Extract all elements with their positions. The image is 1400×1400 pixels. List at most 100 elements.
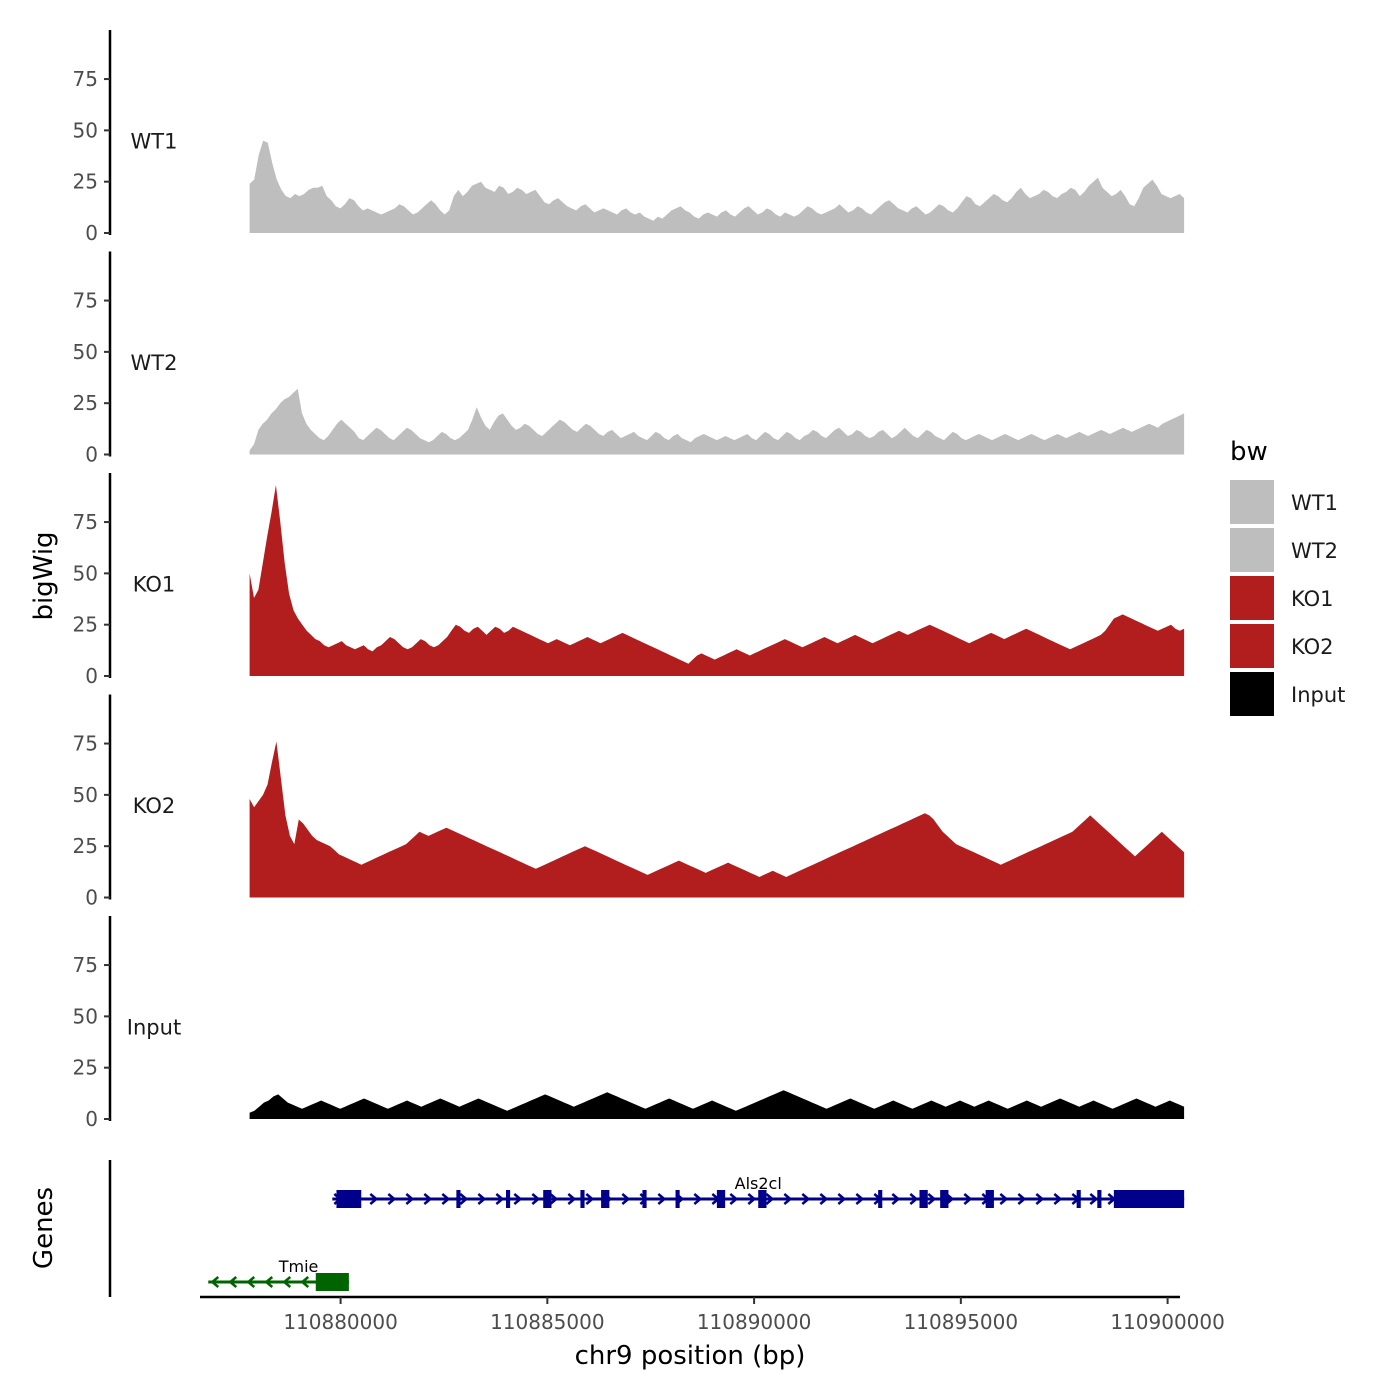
track-label: WT2 bbox=[131, 351, 178, 375]
gene-exon bbox=[1097, 1190, 1102, 1208]
genes-track-title: Genes bbox=[29, 1187, 59, 1269]
gene-exon bbox=[336, 1190, 362, 1208]
strand-arrow-icon bbox=[621, 1193, 631, 1205]
track-label: Input bbox=[127, 1016, 181, 1040]
legend-label-input: Input bbox=[1291, 683, 1345, 707]
strand-arrow-icon bbox=[282, 1276, 292, 1288]
y-tick-label: 75 bbox=[73, 510, 98, 534]
legend-label-wt1: WT1 bbox=[1291, 491, 1338, 515]
y-tick-label: 25 bbox=[73, 613, 98, 637]
strand-arrow-icon bbox=[801, 1193, 811, 1205]
gene-exon bbox=[1076, 1190, 1081, 1208]
x-axis-title: chr9 position (bp) bbox=[575, 1341, 806, 1371]
strand-arrow-icon bbox=[729, 1193, 739, 1205]
coverage-area-wt1 bbox=[249, 140, 1185, 233]
gene-exon bbox=[985, 1190, 994, 1208]
legend-swatch-input bbox=[1230, 672, 1274, 716]
gene-exon bbox=[505, 1190, 511, 1208]
gene-exon bbox=[642, 1190, 647, 1208]
gene-tmie: Tmie bbox=[208, 1257, 349, 1291]
y-tick-label: 25 bbox=[73, 1056, 98, 1080]
legend-label-ko1: KO1 bbox=[1291, 587, 1334, 611]
gene-exon bbox=[758, 1190, 767, 1208]
strand-arrow-icon bbox=[567, 1193, 577, 1205]
y-tick-label: 0 bbox=[85, 1107, 98, 1131]
y-tick-label: 25 bbox=[73, 391, 98, 415]
strand-arrow-icon bbox=[909, 1193, 919, 1205]
x-tick-label: 110885000 bbox=[490, 1310, 605, 1334]
gene-exon bbox=[675, 1190, 680, 1208]
gene-label: Als2cl bbox=[735, 1174, 782, 1193]
x-tick-label: 110900000 bbox=[1110, 1310, 1225, 1334]
gene-exon bbox=[878, 1190, 883, 1208]
coverage-area-ko2 bbox=[249, 741, 1185, 898]
legend-swatch-ko2 bbox=[1230, 624, 1274, 668]
strand-arrow-icon bbox=[783, 1193, 793, 1205]
coverage-area-wt2 bbox=[249, 388, 1185, 455]
gene-exon bbox=[601, 1190, 610, 1208]
strand-arrow-icon bbox=[441, 1193, 451, 1205]
gene-exon bbox=[456, 1190, 461, 1208]
gene-exon bbox=[919, 1190, 928, 1208]
strand-arrow-icon bbox=[210, 1276, 220, 1288]
strand-arrow-icon bbox=[387, 1193, 397, 1205]
strand-arrow-icon bbox=[765, 1193, 775, 1205]
x-tick-label: 110890000 bbox=[697, 1310, 812, 1334]
gene-als2cl: Als2cl bbox=[332, 1174, 1185, 1208]
coverage-tracks: 0 25 50 75 WT1 0 25 50 75 WT2 0 25 50 75 KO1 0 25 50 75 KO2… bbox=[73, 30, 1185, 1131]
x-axis: 110880000 110885000 110890000 110895000 1109… bbox=[200, 1295, 1225, 1334]
strand-arrow-icon bbox=[1035, 1193, 1045, 1205]
strand-arrow-icon bbox=[927, 1193, 937, 1205]
track-wt1: 0 25 50 75 WT1 bbox=[73, 30, 1185, 245]
strand-arrow-icon bbox=[531, 1193, 541, 1205]
track-ko2: 0 25 50 75 KO2 bbox=[73, 694, 1185, 910]
strand-arrow-icon bbox=[459, 1193, 469, 1205]
legend-swatch-wt1 bbox=[1230, 480, 1274, 524]
coverage-area-ko1 bbox=[249, 485, 1185, 676]
legend-label-wt2: WT2 bbox=[1291, 539, 1338, 563]
y-tick-label: 75 bbox=[73, 67, 98, 91]
strand-arrow-icon bbox=[264, 1276, 274, 1288]
y-tick-label: 25 bbox=[73, 834, 98, 858]
legend-title: bw bbox=[1230, 437, 1268, 467]
track-label: WT1 bbox=[131, 130, 178, 154]
strand-arrow-icon bbox=[657, 1193, 667, 1205]
strand-arrow-icon bbox=[513, 1193, 523, 1205]
y-tick-label: 0 bbox=[85, 221, 98, 245]
legend-label-ko2: KO2 bbox=[1291, 635, 1334, 659]
strand-arrow-icon bbox=[1053, 1193, 1063, 1205]
gene-exon bbox=[543, 1190, 552, 1208]
track-input: 0 25 50 75 Input bbox=[73, 916, 1185, 1131]
gene-exon bbox=[580, 1190, 585, 1208]
y-tick-label: 0 bbox=[85, 664, 98, 688]
legend-swatch-ko1 bbox=[1230, 576, 1274, 620]
y-tick-label: 50 bbox=[73, 783, 98, 807]
gene-label: Tmie bbox=[278, 1257, 319, 1276]
gene-exon bbox=[940, 1190, 949, 1208]
strand-arrow-icon bbox=[549, 1193, 559, 1205]
gene-exon bbox=[1113, 1190, 1185, 1208]
strand-arrow-icon bbox=[999, 1193, 1009, 1205]
strand-arrow-icon bbox=[477, 1193, 487, 1205]
y-tick-label: 50 bbox=[73, 340, 98, 364]
strand-arrow-icon bbox=[495, 1193, 505, 1205]
y-tick-label: 25 bbox=[73, 170, 98, 194]
track-label: KO2 bbox=[133, 794, 176, 818]
strand-arrow-icon bbox=[423, 1193, 433, 1205]
track-wt2: 0 25 50 75 WT2 bbox=[73, 251, 1185, 467]
strand-arrow-icon bbox=[1089, 1193, 1099, 1205]
legend: bw WT1 WT2 KO1 KO2 Input bbox=[1230, 437, 1345, 716]
strand-arrow-icon bbox=[1017, 1193, 1027, 1205]
x-tick-label: 110895000 bbox=[904, 1310, 1019, 1334]
strand-arrow-icon bbox=[369, 1193, 379, 1205]
strand-arrow-icon bbox=[585, 1193, 595, 1205]
y-tick-label: 50 bbox=[73, 118, 98, 142]
track-ko1: 0 25 50 75 KO1 bbox=[73, 473, 1185, 688]
strand-arrow-icon bbox=[405, 1193, 415, 1205]
strand-arrow-icon bbox=[246, 1276, 256, 1288]
y-axis-title: bigWig bbox=[29, 531, 59, 620]
y-tick-label: 75 bbox=[73, 732, 98, 756]
strand-arrow-icon bbox=[747, 1193, 757, 1205]
strand-arrow-icon bbox=[963, 1193, 973, 1205]
